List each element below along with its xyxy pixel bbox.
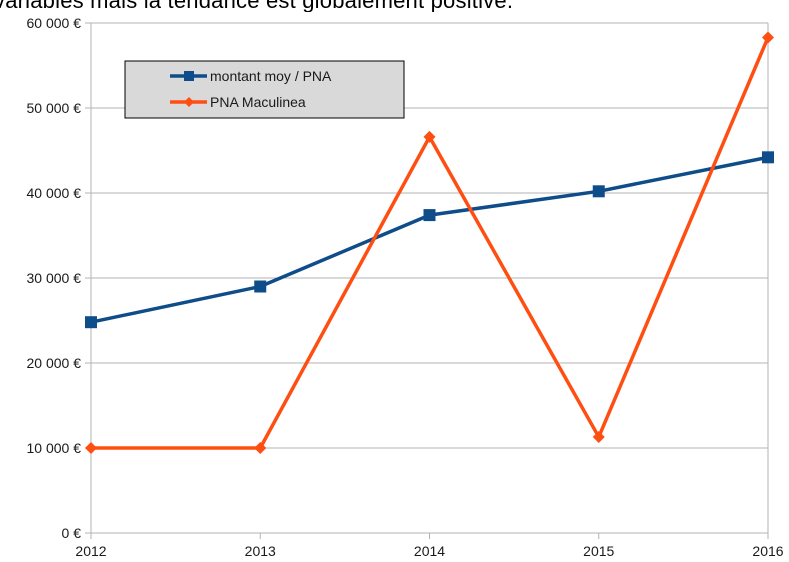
data-point-marker: [762, 151, 774, 164]
data-point-marker: [592, 430, 605, 443]
data-point-marker: [85, 316, 97, 329]
y-tick-label: 40 000 €: [27, 185, 82, 201]
x-tick-label: 2014: [414, 543, 445, 559]
legend-box: [124, 60, 405, 119]
y-tick-label: 30 000 €: [27, 270, 82, 286]
caption-text: variables mais la tendance est globaleme…: [0, 0, 789, 12]
legend-label: montant moy / PNA: [210, 68, 332, 84]
legend-marker: [184, 97, 194, 107]
y-tick-label: 0 €: [62, 525, 82, 541]
data-point-marker: [254, 280, 267, 293]
y-tick-label: 50 000 €: [27, 100, 82, 116]
data-point-marker: [423, 209, 436, 222]
y-tick-labels: 0 € 10 000 € 20 000 € 30 000 € 40 000 € 50 00…: [27, 15, 82, 541]
data-point-marker: [762, 31, 774, 44]
data-point-marker: [423, 130, 436, 143]
data-point-marker: [254, 442, 267, 454]
y-tick-label: 20 000 €: [27, 355, 82, 371]
axes: [85, 22, 769, 539]
legend-marker: [184, 71, 194, 81]
x-tick-label: 2015: [583, 543, 614, 559]
x-tick-label: 2016: [752, 543, 783, 559]
x-tick-label: 2012: [75, 543, 106, 559]
series-line: [90, 155, 769, 324]
data-point-marker: [85, 442, 97, 454]
data-point-marker: [592, 185, 605, 198]
series-markers: [85, 31, 774, 454]
legend-label: PNA Maculinea: [210, 94, 306, 110]
y-tick-label: 60 000 €: [27, 15, 82, 31]
y-tick-label: 10 000 €: [27, 440, 82, 456]
x-tick-label: 2013: [245, 543, 276, 559]
x-tick-labels: 2012 2013 2014 2015 2016: [75, 543, 783, 559]
legend: montant moy / PNA PNA Maculinea: [124, 60, 405, 119]
